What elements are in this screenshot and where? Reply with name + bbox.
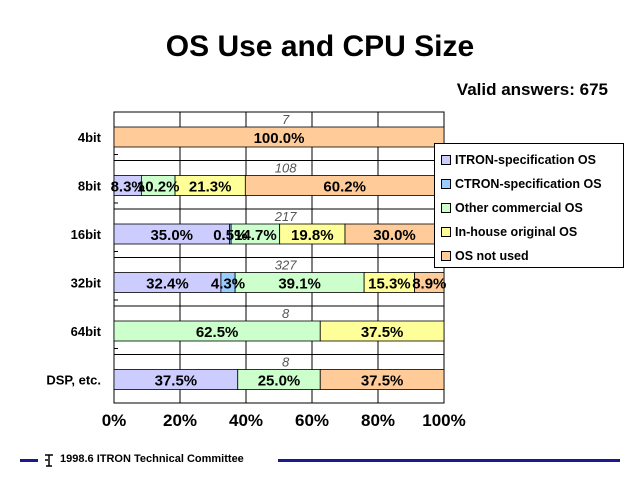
category-label: 64bit <box>71 324 102 339</box>
data-label: 100.0% <box>254 130 305 147</box>
data-label: 4.3% <box>211 276 245 293</box>
data-label: 19.8% <box>291 227 334 244</box>
legend-item: OS not used <box>441 244 623 268</box>
legend: ITRON-specification OS CTRON-specificatio… <box>434 143 624 268</box>
chart-labels: 0% 20% 40% 60% 80% 100% 4bit 7 100.0% 8bit 108 8.3%… <box>46 112 465 430</box>
bars <box>113 126 445 390</box>
category-label: 16bit <box>71 227 102 242</box>
grid-lines <box>113 111 445 404</box>
bar-segment <box>319 320 445 342</box>
respondent-count-label: 8 <box>282 355 290 370</box>
data-label: 8.3% <box>111 179 145 196</box>
data-label: 0.5% <box>213 227 247 244</box>
bar-segment <box>113 126 445 148</box>
footer: 1998.6 ITRON Technical Committee <box>20 452 620 468</box>
legend-swatch <box>441 179 451 189</box>
respondent-count-label: 327 <box>275 258 297 273</box>
data-label: 32.4% <box>146 276 189 293</box>
valid-answers-note: Valid answers: 675 <box>456 80 608 99</box>
data-label: 30.0% <box>373 227 416 244</box>
respondent-count-label: 217 <box>274 209 297 224</box>
data-label: 62.5% <box>196 324 239 341</box>
data-label: 8.9% <box>412 276 446 293</box>
data-label: 15.3% <box>368 276 411 293</box>
x-tick-label: 20% <box>163 411 197 430</box>
data-label: 21.3% <box>189 179 232 196</box>
respondent-count-label: 108 <box>275 161 297 176</box>
itron-logo-icon <box>45 454 53 467</box>
legend-swatch <box>441 227 451 237</box>
bar-segment <box>414 272 445 293</box>
data-label: 37.5% <box>155 373 198 390</box>
bar-segment <box>319 369 445 390</box>
data-label: 35.0% <box>150 227 193 244</box>
category-label: 32bit <box>71 276 102 291</box>
legend-swatch <box>441 203 451 213</box>
legend-swatch <box>441 251 451 261</box>
data-label: 60.2% <box>323 179 366 196</box>
data-label: 39.1% <box>278 276 321 293</box>
category-label: 4bit <box>78 130 102 145</box>
legend-label: CTRON-specification OS <box>455 177 602 191</box>
legend-label: OS not used <box>455 249 529 263</box>
footer-rule-left <box>20 459 38 462</box>
respondent-count-label: 7 <box>282 112 290 127</box>
legend-label: Other commercial OS <box>455 201 583 215</box>
footer-text: 1998.6 ITRON Technical Committee <box>60 453 244 465</box>
legend-item: Other commercial OS <box>441 196 623 220</box>
x-tick-label: 0% <box>102 411 127 430</box>
legend-item: ITRON-specification OS <box>441 148 623 172</box>
x-tick-label: 40% <box>229 411 263 430</box>
legend-swatch <box>441 155 451 165</box>
footer-rule-right <box>278 459 620 462</box>
x-tick-label: 60% <box>295 411 329 430</box>
legend-label: ITRON-specification OS <box>455 153 596 167</box>
chart-title: OS Use and CPU Size <box>165 30 475 63</box>
data-label: 37.5% <box>361 373 404 390</box>
data-label: 37.5% <box>361 324 404 341</box>
respondent-count-label: 8 <box>282 306 290 321</box>
x-tick-label: 100% <box>422 411 465 430</box>
data-label: 10.2% <box>137 179 180 196</box>
x-tick-label: 80% <box>361 411 395 430</box>
legend-item: CTRON-specification OS <box>441 172 623 196</box>
category-label: 8bit <box>78 179 102 194</box>
data-label: 14.7% <box>234 227 277 244</box>
category-label: DSP, etc. <box>46 373 101 388</box>
data-label: 25.0% <box>258 373 301 390</box>
legend-label: In-house original OS <box>455 225 578 239</box>
legend-item: In-house original OS <box>441 220 623 244</box>
